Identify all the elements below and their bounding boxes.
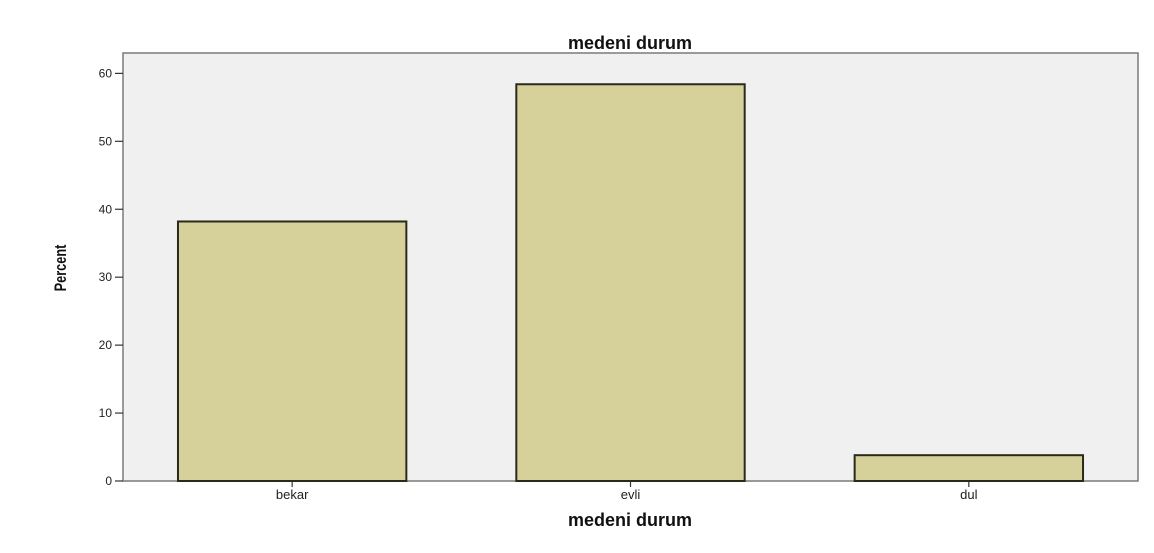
y-tick-label: 0 (105, 474, 112, 488)
y-tick-label: 50 (99, 134, 113, 148)
y-axis-label: Percent (51, 245, 70, 292)
bar-dul (853, 454, 1085, 482)
x-axis-label: medeni durum (568, 510, 692, 530)
x-tick-label-evli: evli (621, 487, 641, 502)
y-tick-label: 30 (99, 270, 113, 284)
plot-layer: 0 10 20 30 40 50 60 bekar evli dul (99, 52, 1139, 502)
y-tick-label: 60 (99, 66, 113, 80)
x-tick-label-dul: dul (960, 487, 977, 502)
y-tick-label: 10 (99, 406, 113, 420)
y-tick-label: 40 (99, 202, 113, 216)
x-tick-label-bekar: bekar (276, 487, 309, 502)
chart-title: medeni durum (568, 33, 692, 53)
bar-evli (515, 83, 746, 482)
bar-bekar (176, 220, 408, 482)
y-tick-label: 20 (99, 338, 113, 352)
